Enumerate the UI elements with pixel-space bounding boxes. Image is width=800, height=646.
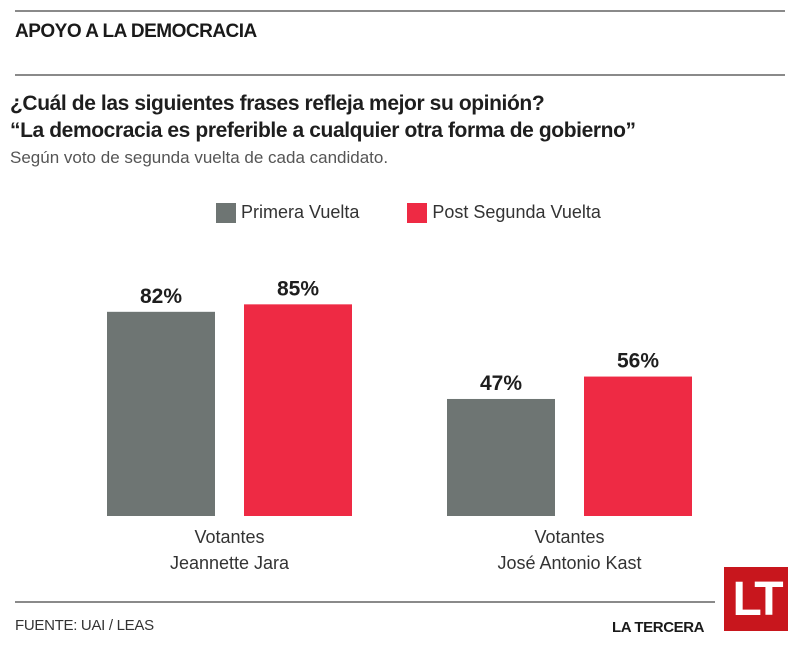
value-label-primera-1: 47% [480, 372, 522, 395]
kicker-rule [15, 74, 785, 76]
category-label-0-line1: Votantes [194, 527, 264, 547]
chart-subtitle: Según voto de segunda vuelta de cada can… [10, 148, 389, 167]
bar-post-1 [584, 376, 692, 516]
legend-swatch-post [407, 202, 428, 223]
value-label-primera-0: 82% [140, 285, 182, 308]
bar-primera-0 [107, 311, 215, 516]
bar-post-0 [244, 304, 352, 516]
value-label-post-0: 85% [277, 277, 319, 300]
value-label-post-1: 56% [617, 350, 659, 373]
category-label-1-line1: Votantes [534, 527, 604, 547]
legend-label-post: Post Segunda Vuelta [432, 202, 601, 222]
legend-label-primera: Primera Vuelta [241, 202, 360, 222]
footer-rule [15, 601, 715, 603]
category-label-1-line2: José Antonio Kast [497, 553, 641, 573]
brand-name: LA TERCERA [612, 619, 705, 636]
top-rule [15, 10, 785, 12]
bar-primera-1 [447, 398, 555, 516]
category-labels-group: Votantes Jeannette Jara Votantes José Anton… [170, 527, 642, 573]
question-line-1: ¿Cuál de las siguientes frases refleja m… [10, 92, 545, 115]
section-kicker: APOYO A LA DEMOCRACIA [15, 21, 257, 42]
legend-item-primera: Primera Vuelta [216, 202, 359, 223]
la-tercera-logo: LT [724, 567, 788, 631]
value-labels-group: 82% 85% 47% 56% [140, 277, 659, 395]
legend-swatch-primera [216, 202, 236, 223]
category-label-0-line2: Jeannette Jara [170, 553, 290, 573]
question-line-2: “La democracia es preferible a cualquier… [10, 119, 636, 142]
source-note: FUENTE: UAI / LEAS [15, 617, 154, 634]
logo-text: LT [732, 572, 783, 626]
legend-item-post: Post Segunda Vuelta [407, 202, 601, 223]
bars-group [107, 304, 692, 516]
chart-legend: Primera Vuelta Post Segunda Vuelta [216, 202, 649, 223]
